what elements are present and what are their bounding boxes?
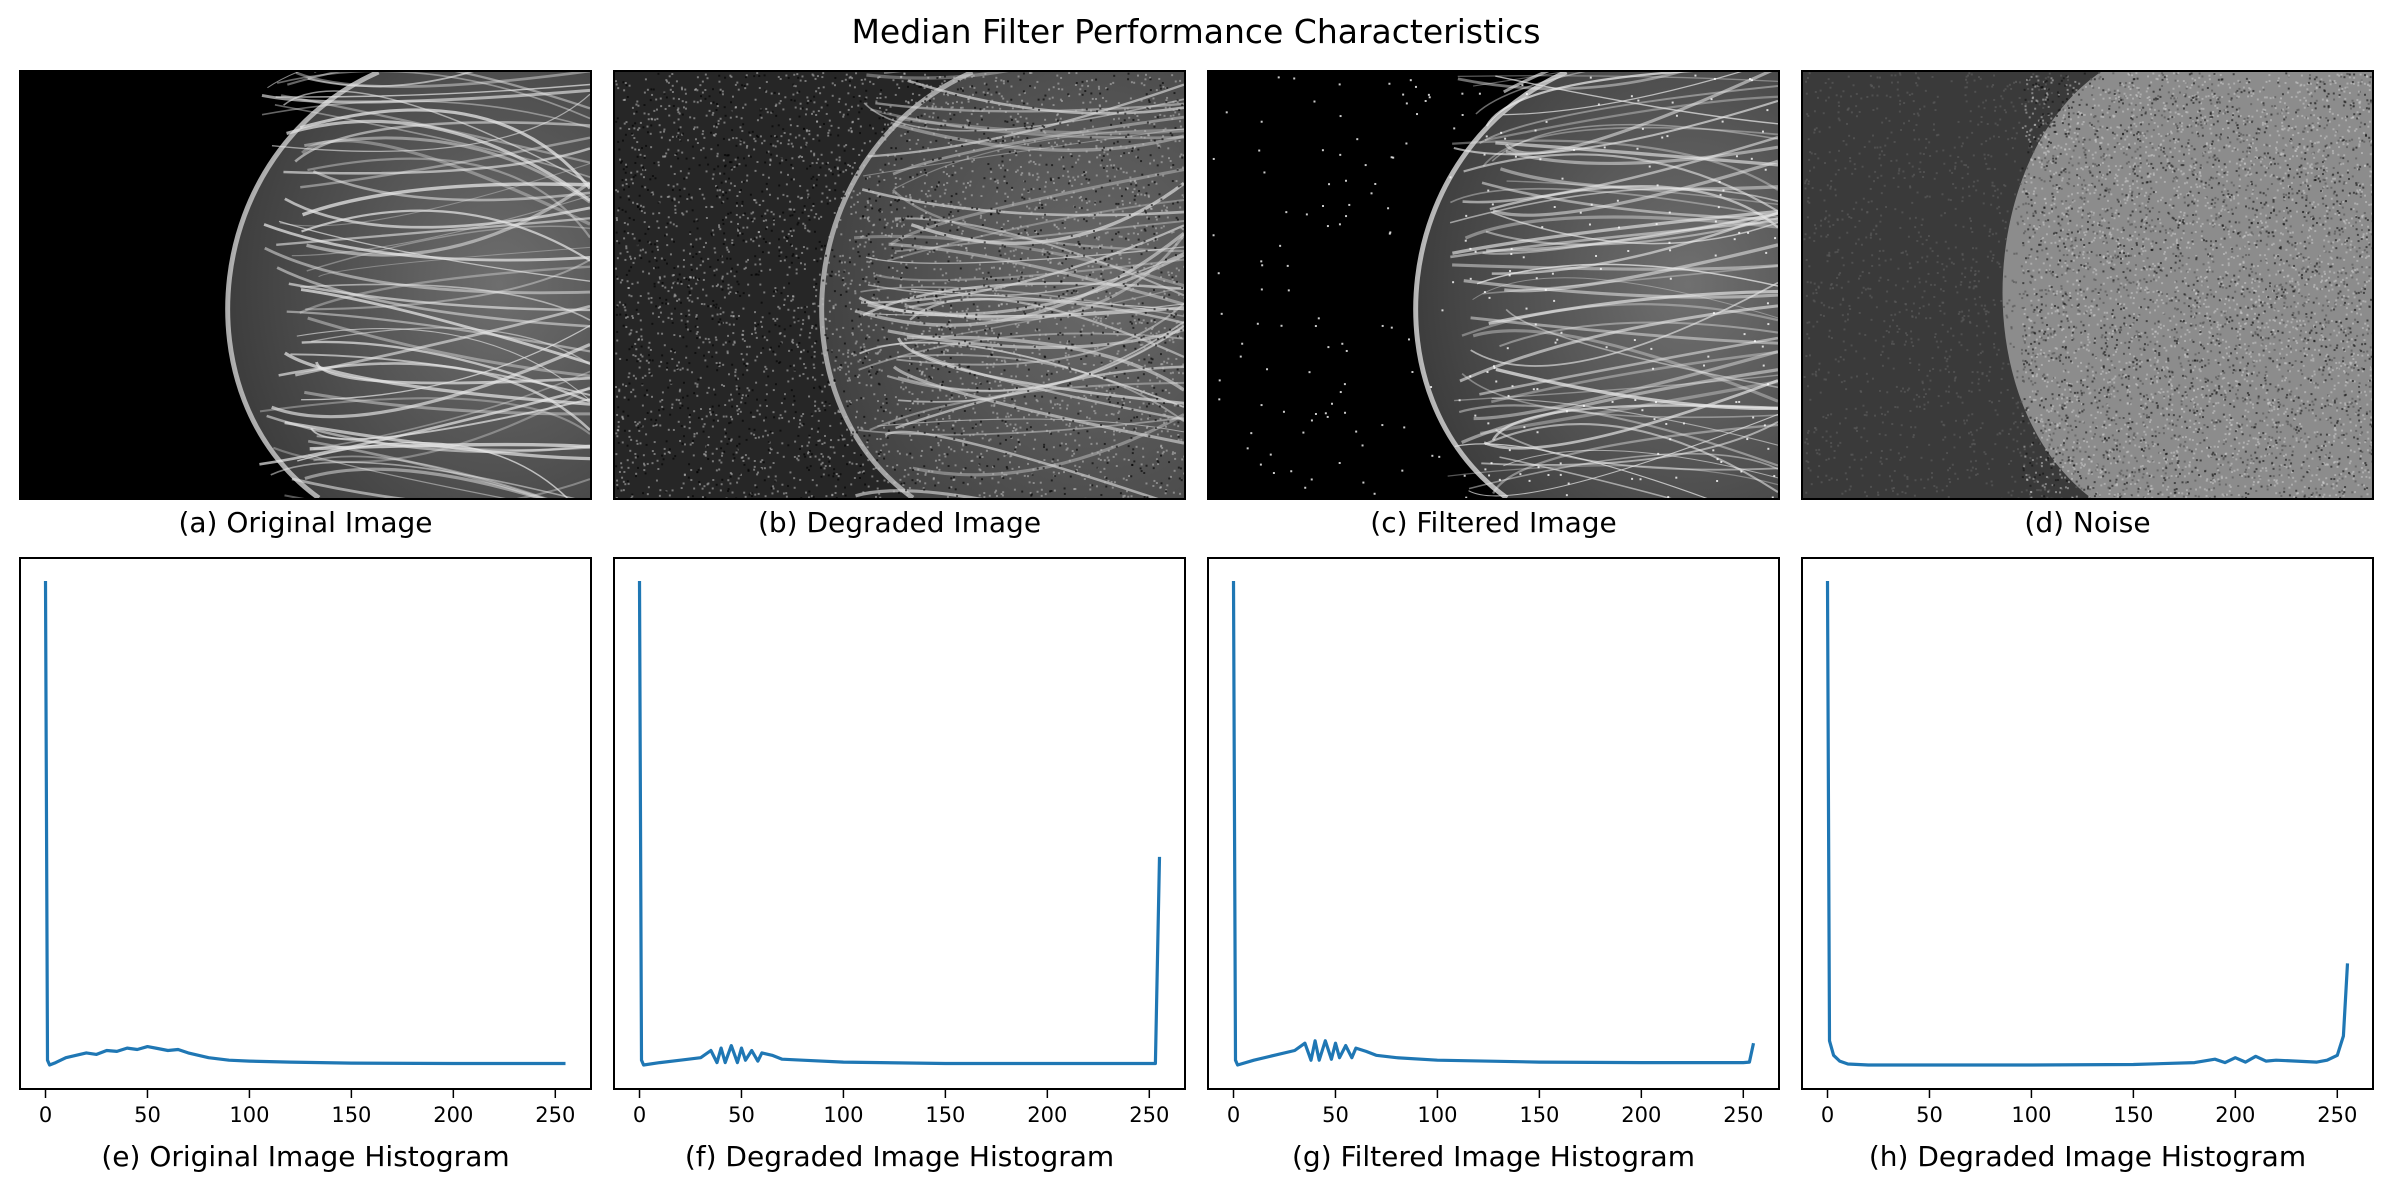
x-tick-label: 0 bbox=[1227, 1103, 1240, 1127]
caption-degraded: (b) Degraded Image bbox=[757, 506, 1042, 539]
x-tick-label: 0 bbox=[39, 1103, 52, 1127]
x-tick-label: 250 bbox=[1723, 1103, 1763, 1127]
series-line bbox=[43, 580, 566, 1067]
degraded-image bbox=[613, 70, 1186, 500]
x-tick-label: 50 bbox=[1916, 1103, 1943, 1127]
x-tick-label: 250 bbox=[1129, 1103, 1169, 1127]
series-line bbox=[1231, 580, 1756, 1067]
axes-frame bbox=[19, 557, 592, 1090]
x-tick-label: 100 bbox=[229, 1103, 269, 1127]
x-tick-label: 0 bbox=[1821, 1103, 1834, 1127]
x-tick-label: 150 bbox=[1519, 1103, 1559, 1127]
caption-noise: (d) Noise bbox=[2024, 506, 2151, 539]
x-tick-label: 100 bbox=[2011, 1103, 2051, 1127]
x-tick-label: 150 bbox=[925, 1103, 965, 1127]
filtered-image bbox=[1207, 70, 1780, 500]
x-tick-label: 50 bbox=[728, 1103, 755, 1127]
x-tick-label: 50 bbox=[1322, 1103, 1349, 1127]
x-tick-label: 150 bbox=[331, 1103, 371, 1127]
axes-frame bbox=[613, 557, 1186, 1090]
histogram-filtered: 0 50 100 150 200 250 bbox=[1207, 557, 1780, 1127]
histogram-original: 0 50 100 150 200 250 bbox=[19, 557, 592, 1127]
xlabel-noise-histogram: (h) Degraded Image Histogram bbox=[1868, 1140, 2307, 1173]
x-tick-label: 50 bbox=[134, 1103, 161, 1127]
xlabel-filtered-histogram: (g) Filtered Image Histogram bbox=[1292, 1140, 1695, 1173]
axes-frame bbox=[1207, 557, 1780, 1090]
series-line bbox=[1825, 580, 2350, 1067]
histogram-degraded: 0 50 100 150 200 250 bbox=[613, 557, 1186, 1127]
x-tick-label: 250 bbox=[535, 1103, 575, 1127]
noise-image bbox=[1801, 70, 2374, 500]
caption-original: (a) Original Image bbox=[178, 506, 433, 539]
x-tick-label: 200 bbox=[433, 1103, 473, 1127]
x-tick-label: 200 bbox=[1621, 1103, 1661, 1127]
x-tick-label: 200 bbox=[2215, 1103, 2255, 1127]
x-tick-label: 0 bbox=[633, 1103, 646, 1127]
series-line bbox=[637, 580, 1162, 1067]
x-tick-label: 200 bbox=[1027, 1103, 1067, 1127]
axes-frame bbox=[1801, 557, 2374, 1090]
histogram-noise: 0 50 100 150 200 250 bbox=[1801, 557, 2374, 1127]
xlabel-degraded-histogram: (f) Degraded Image Histogram bbox=[684, 1140, 1115, 1173]
caption-filtered: (c) Filtered Image bbox=[1370, 506, 1617, 539]
x-tick-label: 150 bbox=[2113, 1103, 2153, 1127]
original-image bbox=[19, 70, 592, 500]
x-tick-label: 100 bbox=[823, 1103, 863, 1127]
figure-title: Median Filter Performance Characteristic… bbox=[851, 12, 1541, 51]
x-tick-label: 100 bbox=[1417, 1103, 1457, 1127]
xlabel-original-histogram: (e) Original Image Histogram bbox=[101, 1140, 510, 1173]
x-tick-label: 250 bbox=[2317, 1103, 2357, 1127]
